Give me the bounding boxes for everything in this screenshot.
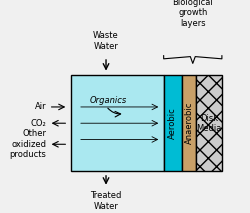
Text: Anaerobic: Anaerobic: [184, 102, 194, 144]
Bar: [164, 75, 182, 171]
Bar: [196, 75, 222, 171]
Bar: [182, 75, 196, 171]
Bar: [71, 75, 164, 171]
Text: Waste
Water: Waste Water: [93, 31, 119, 50]
Text: Other
oxidized
products: Other oxidized products: [9, 129, 46, 159]
Text: Disk
Media: Disk Media: [196, 114, 222, 133]
Text: Aerobic: Aerobic: [168, 107, 177, 139]
Text: CO₂: CO₂: [30, 119, 46, 128]
Text: Air: Air: [34, 102, 46, 111]
Text: Treated
Water: Treated Water: [90, 191, 122, 211]
Text: Organics: Organics: [89, 96, 126, 105]
Text: Biological
growth
layers: Biological growth layers: [172, 0, 213, 28]
